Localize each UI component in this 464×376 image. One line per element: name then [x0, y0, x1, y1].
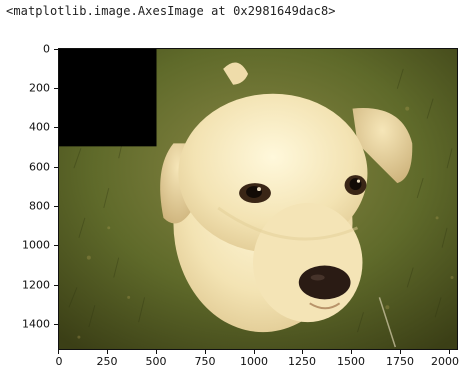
y-tick-label: 0	[43, 42, 50, 56]
y-tick-mark	[54, 167, 58, 168]
x-tick-label: 750	[194, 355, 216, 368]
x-tick-mark	[449, 350, 450, 354]
puppy-image	[59, 49, 457, 349]
x-tick-mark	[156, 350, 157, 354]
x-tick-mark	[351, 350, 352, 354]
x-tick-label: 1000	[240, 355, 268, 368]
x-tick-mark	[205, 350, 206, 354]
masked-black-region	[59, 49, 157, 147]
x-tick-label: 500	[145, 355, 167, 368]
x-tick-label: 0	[55, 355, 63, 368]
y-tick-mark	[54, 127, 58, 128]
y-tick-label: 600	[29, 160, 50, 174]
y-tick-label: 200	[29, 81, 50, 95]
y-tick-label: 1400	[22, 317, 50, 331]
output-text: <matplotlib.image.AxesImage at 0x2981649…	[6, 4, 336, 18]
y-tick-label: 1200	[22, 278, 50, 292]
y-tick-mark	[54, 49, 58, 50]
y-tick-mark	[54, 245, 58, 246]
x-tick-mark	[400, 350, 401, 354]
y-tick-mark	[54, 88, 58, 89]
x-tick-label: 1500	[337, 355, 365, 368]
x-tick-mark	[107, 350, 108, 354]
y-tick-label: 1000	[22, 238, 50, 252]
x-tick-label: 2000	[431, 355, 459, 368]
y-tick-label: 400	[29, 120, 50, 134]
x-tick-label: 1250	[288, 355, 316, 368]
y-tick-mark	[54, 285, 58, 286]
x-tick-label: 250	[96, 355, 118, 368]
x-tick-mark	[302, 350, 303, 354]
x-tick-label: 1750	[386, 355, 414, 368]
x-tick-mark	[254, 350, 255, 354]
y-tick-mark	[54, 206, 58, 207]
y-tick-mark	[54, 324, 58, 325]
image-axes	[58, 48, 458, 350]
x-tick-mark	[58, 350, 59, 354]
y-tick-label: 800	[29, 199, 50, 213]
